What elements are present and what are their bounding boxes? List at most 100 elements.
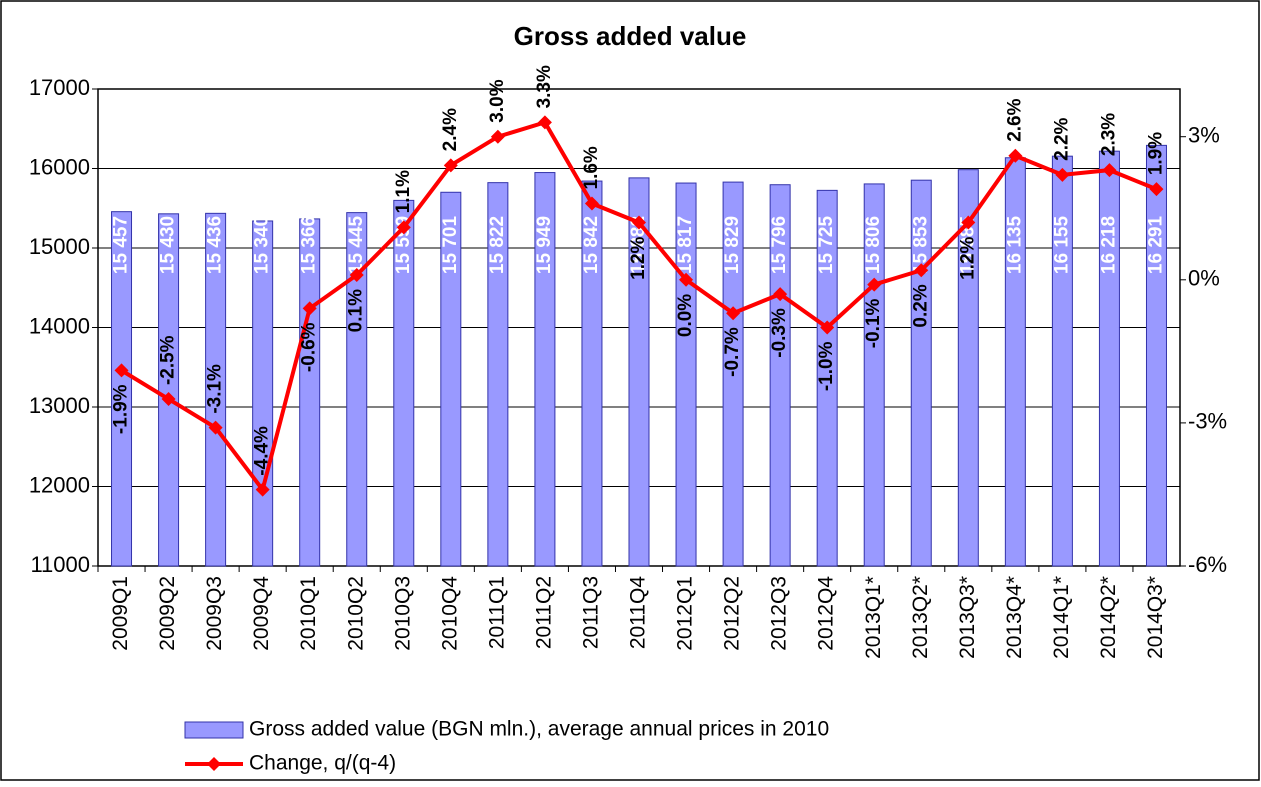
line-marker [208,420,223,435]
y-tick-label: 11000 [30,552,90,577]
line-marker [773,287,788,302]
y2-tick-label: -3% [1188,409,1227,434]
bar-value-label: 15 822 [487,216,508,274]
x-tick-label: 2013Q2* [909,576,932,659]
line-value-label: -2.5% [158,335,179,385]
bar-value-label: 15 817 [675,216,696,274]
bar [910,179,932,567]
line-marker [255,482,270,497]
line-marker [537,115,552,130]
line-marker [490,129,505,144]
line-value-label: 3.3% [534,65,555,108]
bar-value-label: 15 340 [252,216,273,274]
line-value-label: 1.1% [393,170,414,213]
x-tick-label: 2012Q3 [768,576,791,651]
bar [393,199,415,567]
bar-value-label: 15 853 [910,216,931,274]
x-tick-label: 2011Q1 [485,576,508,649]
x-tick-label: 2009Q1 [109,576,132,651]
chart-title: Gross added value [514,21,747,51]
line-value-label: -1.0% [816,341,837,391]
x-tick-label: 2011Q4 [627,576,650,649]
line-value-label: 0.2% [910,284,931,327]
bar-value-label: 15 725 [816,216,837,275]
bar [769,184,791,567]
bar [440,191,462,567]
line-marker [584,196,599,211]
y-tick-label: 17000 [29,75,90,100]
y-tick-label: 14000 [29,313,90,338]
bar-value-label: 16 291 [1145,216,1166,275]
bar-value-label: 16 218 [1098,216,1119,274]
line-value-label: 0.0% [675,294,696,337]
line-value-label: -1.9% [111,384,132,434]
line-marker [867,277,882,292]
x-tick-label: 2012Q4 [815,576,838,651]
y-tick-label: 12000 [29,472,90,497]
bar [205,212,227,567]
y2-tick-label: -6% [1188,552,1227,577]
bar-value-label: 15 436 [205,216,226,274]
line-marker [1055,167,1070,182]
x-tick-label: 2011Q2 [532,576,555,649]
line-marker [726,306,741,321]
bar [863,183,885,567]
line-value-label: 1.6% [581,146,602,189]
line-marker [1008,148,1023,163]
x-tick-label: 2009Q2 [156,576,179,651]
line-value-label: -3.1% [205,364,226,414]
bar [111,211,133,567]
line-value-label: 1.9% [1145,132,1166,175]
line-value-label: -4.4% [252,426,273,476]
bar-value-label: 15 949 [534,216,555,274]
bar [534,172,556,567]
x-tick-label: 2012Q2 [721,576,744,651]
bar [487,182,509,567]
bar [957,169,979,567]
line-value-label: -0.6% [299,322,320,372]
legend-label: Gross added value (BGN mln.), average an… [249,718,829,741]
x-tick-label: 2014Q3* [1144,576,1167,659]
x-tick-label: 2010Q4 [438,576,461,651]
line-value-label: 2.3% [1098,113,1119,156]
line-marker [114,363,129,378]
line-marker [961,215,976,230]
line-value-label: 2.4% [440,108,461,151]
bar-value-label: 15 430 [158,216,179,274]
line-value-label: -0.3% [769,308,790,358]
line-marker [443,158,458,173]
line-value-label: -0.7% [722,327,743,377]
bar [158,213,180,567]
line-marker [679,272,694,287]
x-tick-label: 2009Q4 [250,576,273,651]
bar-value-label: 15 842 [581,216,602,274]
bar-value-label: 16 155 [1051,216,1072,275]
line-marker [1102,163,1117,178]
bar-value-label: 15 796 [769,216,790,274]
bar [816,189,838,567]
line-marker [632,215,646,230]
legend-marker [207,757,221,771]
line-value-label: 0.1% [346,289,367,332]
legend-swatch [184,721,244,739]
x-tick-label: 2013Q1* [862,576,885,659]
bar-value-label: 15 829 [722,216,743,274]
bar [1098,150,1120,567]
x-tick-label: 2010Q2 [344,576,367,651]
y-tick-label: 13000 [29,393,90,418]
bar-value-label: 15 366 [299,216,320,274]
line-marker [349,268,364,283]
bar-value-label: 16 135 [1004,216,1025,275]
line-marker [1149,182,1164,197]
x-tick-label: 2010Q3 [391,576,414,651]
bar [581,180,603,567]
line-marker [914,263,929,278]
bar-value-label: 15 806 [863,216,884,274]
line-value-label: 3.0% [487,79,508,122]
legend-label: Change, q/(q-4) [249,752,396,775]
bar [346,212,368,567]
bar-value-label: 15 445 [346,216,367,275]
x-tick-label: 2009Q3 [203,576,226,651]
x-tick-label: 2010Q1 [297,576,320,651]
x-tick-label: 2012Q1 [674,576,697,651]
